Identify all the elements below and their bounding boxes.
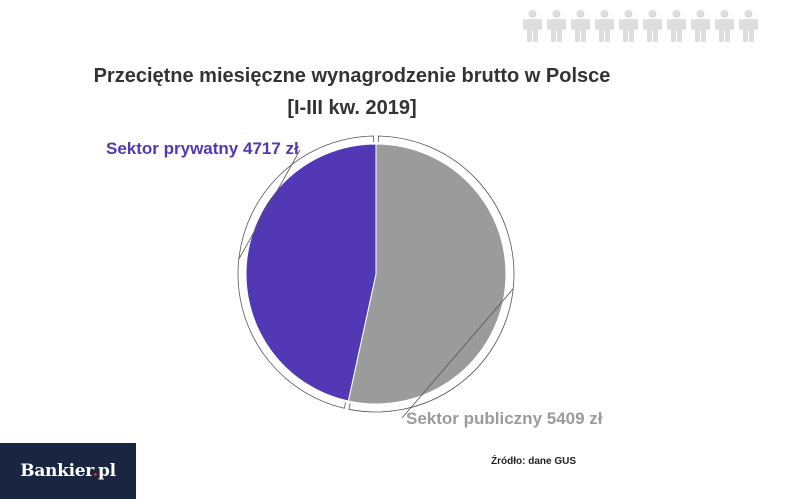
leader-line-public [401, 288, 514, 419]
logo-text: Bankier.pl [20, 461, 116, 481]
person-icon [523, 10, 542, 42]
pie-slice-public [347, 143, 507, 405]
person-icon [667, 10, 686, 42]
person-icon [715, 10, 734, 42]
chart-title-line1: Przeciętne miesięczne wynagrodzenie brut… [93, 65, 611, 87]
pie-slice-private [245, 143, 377, 402]
bankier-logo: Bankier.pl [0, 443, 136, 499]
person-icon [739, 10, 758, 42]
label-brackets [237, 135, 515, 419]
person-icon [691, 10, 710, 42]
person-icon [619, 10, 638, 42]
logo-dot: . [92, 461, 98, 481]
person-icon [571, 10, 590, 42]
logo-name: Bankier [20, 461, 93, 481]
person-icon [643, 10, 662, 42]
slice-label-private: Sektor prywatny 4717 zł [106, 139, 299, 158]
person-icon [547, 10, 566, 42]
chart-title-line2: [I-III kw. 2019] [287, 97, 417, 119]
people-icons-row [523, 10, 758, 42]
leader-line-private [238, 149, 301, 260]
pie-slices [245, 143, 507, 405]
person-icon [595, 10, 614, 42]
source-note: Źródło: dane GUS [491, 456, 576, 467]
chart-title: Przeciętne miesięczne wynagrodzenie brut… [60, 60, 644, 124]
logo-tld: pl [97, 461, 116, 481]
slice-label-public: Sektor publiczny 5409 zł [406, 409, 603, 428]
